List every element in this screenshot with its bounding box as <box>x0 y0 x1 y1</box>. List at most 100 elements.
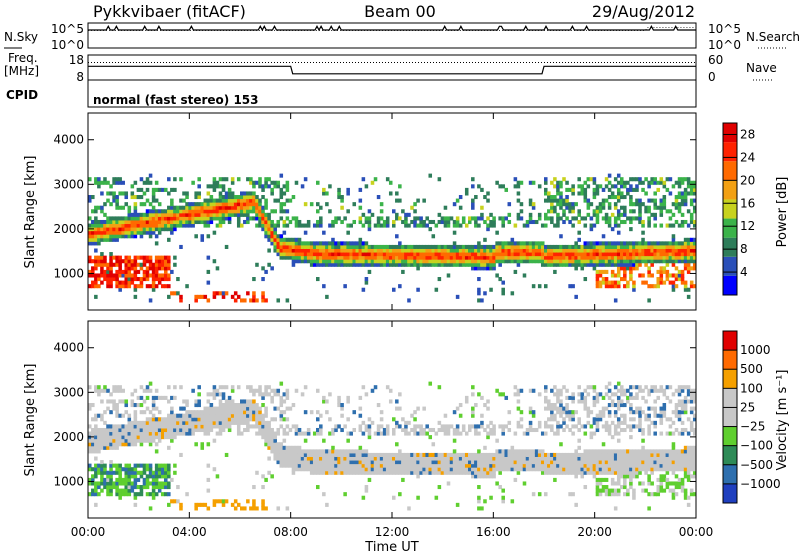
velocity-cell <box>157 424 162 429</box>
velocity-cell <box>145 492 150 497</box>
velocity-cell <box>261 395 265 400</box>
power-cell <box>285 255 290 260</box>
power-cell <box>100 269 104 274</box>
velocity-cell <box>455 470 460 475</box>
velocity-cell <box>483 474 487 479</box>
velocity-cell <box>604 477 609 482</box>
power-cell <box>160 187 165 192</box>
velocity-cell <box>279 456 284 461</box>
velocity-cell <box>534 463 539 468</box>
velocity-cell <box>632 470 636 475</box>
velocity-cell <box>91 488 95 493</box>
power-cell <box>276 223 281 228</box>
power-cell <box>492 259 496 264</box>
power-cell <box>309 248 314 253</box>
velocity-cell <box>379 463 384 468</box>
power-cell <box>151 223 156 228</box>
power-cell <box>683 259 688 264</box>
power-cell <box>328 255 332 260</box>
velocity-cell <box>583 463 588 468</box>
velocity-cell <box>483 470 487 475</box>
velocity-cell <box>103 431 107 436</box>
velocity-cell <box>613 413 618 418</box>
power-cell <box>139 262 144 267</box>
velocity-cell <box>647 427 651 433</box>
power-cell <box>407 259 411 264</box>
velocity-cell <box>270 474 274 479</box>
power-cell <box>212 198 217 203</box>
velocity-cell <box>471 424 475 429</box>
power-cell <box>623 205 627 210</box>
velocity-cell <box>145 435 150 440</box>
velocity-cell <box>513 477 518 482</box>
velocity-cell <box>188 420 192 425</box>
velocity-cell <box>510 449 515 454</box>
velocity-cell <box>385 460 390 465</box>
velocity-cell <box>157 420 162 425</box>
power-cell <box>686 266 691 271</box>
power-cell <box>151 216 156 221</box>
power-cell <box>665 273 670 278</box>
velocity-cell <box>133 403 138 408</box>
power-cell <box>100 230 104 235</box>
velocity-cell <box>607 431 612 436</box>
power-cell <box>477 259 481 264</box>
velocity-cell <box>106 406 110 411</box>
velocity-cell <box>115 470 119 475</box>
power-cell <box>653 177 657 182</box>
power-cell <box>282 191 287 196</box>
power-cell <box>446 244 451 249</box>
velocity-cell <box>565 463 569 468</box>
velocity-cell <box>455 406 460 411</box>
power-cell <box>358 244 363 249</box>
velocity-cell <box>407 456 411 461</box>
power-cell <box>154 259 159 264</box>
power-y-tick-label: 1000 <box>53 266 84 280</box>
velocity-cell <box>300 431 305 436</box>
power-cell <box>644 255 648 260</box>
velocity-cell <box>376 431 381 436</box>
power-cell <box>142 255 147 260</box>
power-cell <box>133 219 138 225</box>
power-cell <box>626 216 630 221</box>
velocity-cell <box>477 495 481 500</box>
velocity-cell <box>109 474 113 479</box>
velocity-cell <box>623 392 627 397</box>
power-cell <box>565 216 569 221</box>
power-cell <box>151 227 156 232</box>
velocity-cell <box>455 452 460 457</box>
power-cell <box>489 266 493 271</box>
velocity-cell <box>118 495 122 500</box>
power-cell <box>580 187 585 192</box>
power-cell <box>683 287 688 292</box>
power-cell <box>431 248 436 253</box>
velocity-cell <box>106 477 110 482</box>
velocity-cell <box>680 388 685 393</box>
power-cell <box>601 280 606 285</box>
power-cell <box>534 219 539 225</box>
power-cell <box>255 202 259 207</box>
velocity-cell <box>282 445 287 450</box>
velocity-cell <box>312 449 317 454</box>
power-cell <box>464 252 469 257</box>
power-cell <box>455 223 460 228</box>
velocity-cell <box>148 506 153 511</box>
power-cell <box>495 230 499 235</box>
power-cell <box>255 198 259 203</box>
power-cell <box>382 259 387 264</box>
velocity-cell <box>148 410 153 415</box>
power-cell <box>668 280 673 285</box>
velocity-cell <box>398 456 402 461</box>
velocity-cell <box>121 481 125 486</box>
power-cell <box>188 212 192 217</box>
velocity-cell <box>358 467 363 472</box>
power-cell <box>349 252 353 257</box>
power-cell <box>288 241 293 246</box>
velocity-cell <box>376 460 381 465</box>
velocity-cell <box>461 467 466 472</box>
velocity-cell <box>382 456 387 461</box>
power-cell <box>206 280 211 285</box>
velocity-cell <box>370 463 375 468</box>
velocity-cell <box>154 395 159 400</box>
power-cell <box>285 187 290 192</box>
